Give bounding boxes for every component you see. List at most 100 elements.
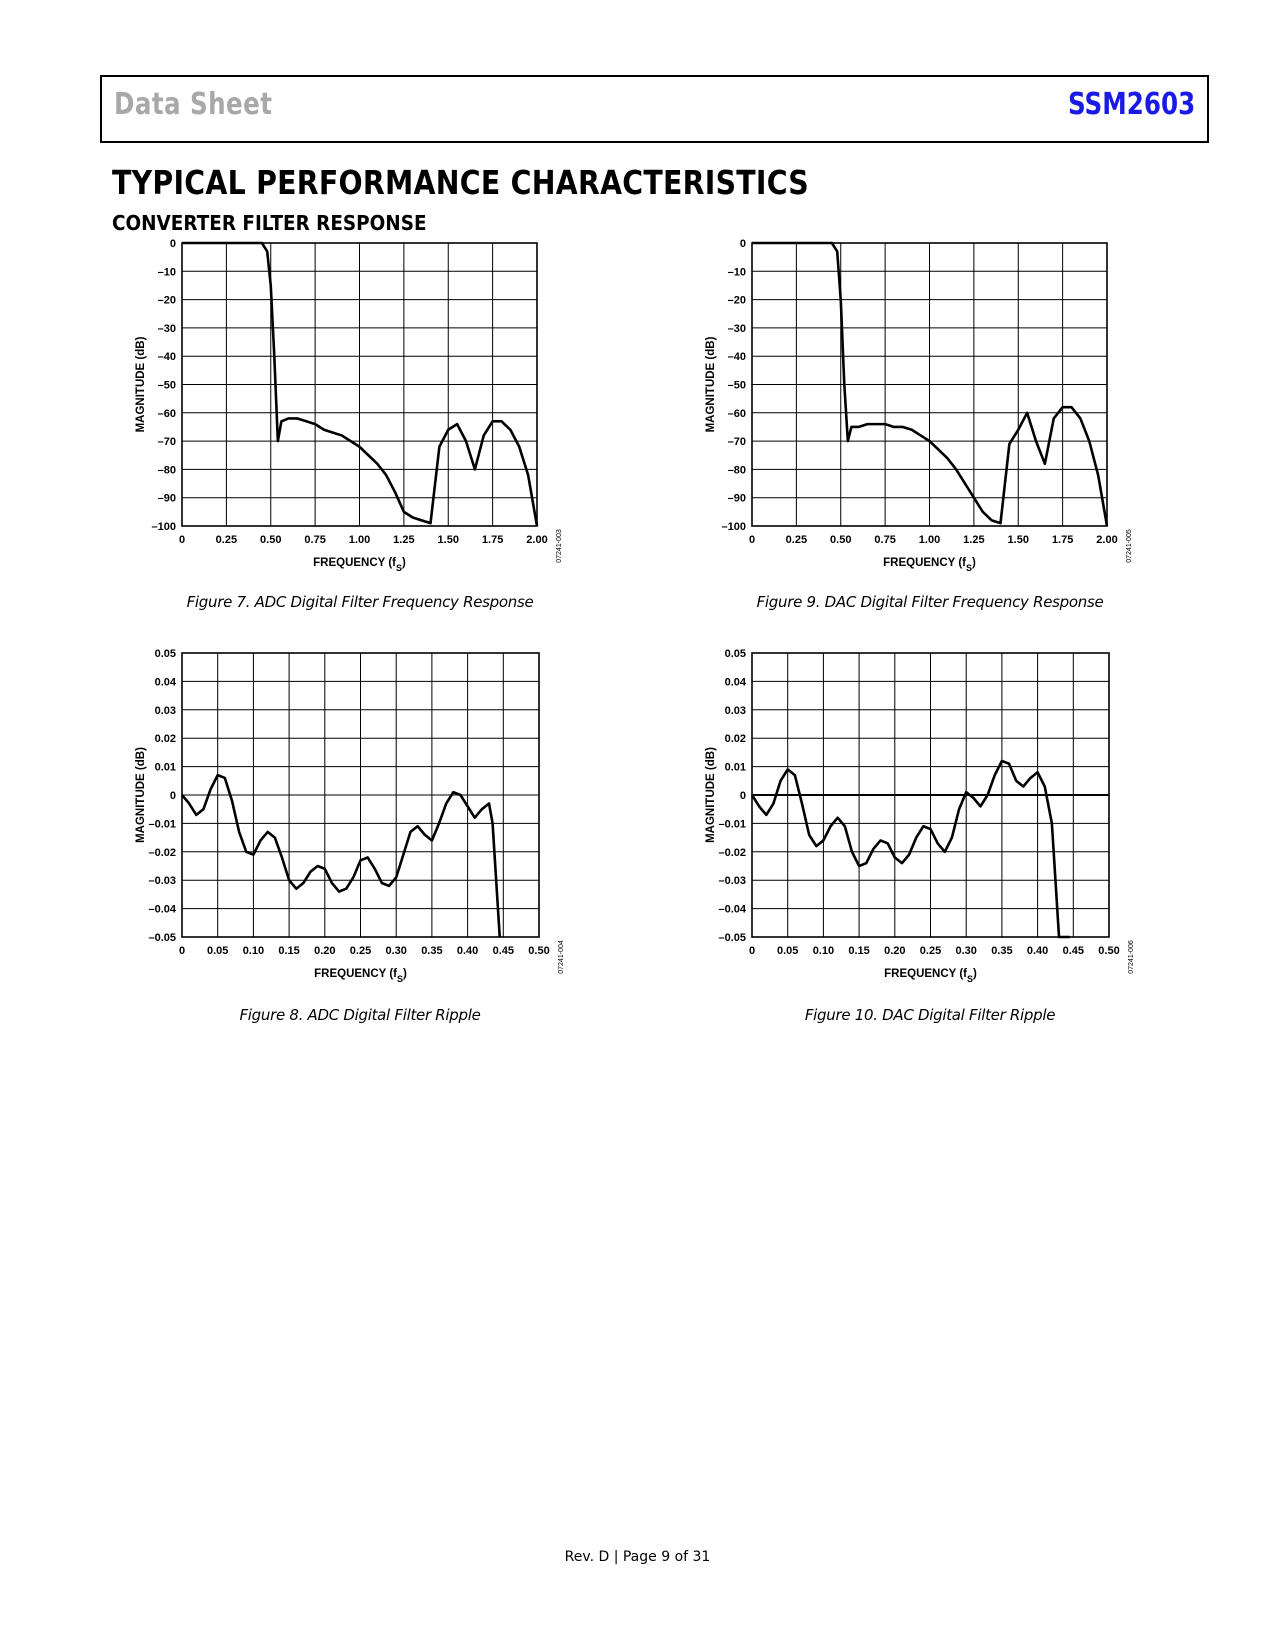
y-tick-label: 0 <box>170 238 176 250</box>
figure-code: 07241-003 <box>556 529 563 563</box>
y-tick-label: –90 <box>728 493 746 505</box>
x-axis-label-suffix: ) <box>972 557 976 569</box>
y-tick-label: –0.01 <box>148 818 176 830</box>
x-tick-label: 0.05 <box>207 945 228 957</box>
y-tick-label: –70 <box>728 436 746 448</box>
x-tick-label: 2.00 <box>526 534 547 546</box>
x-tick-label: 1.50 <box>1008 534 1029 546</box>
y-tick-label: 0.01 <box>725 762 746 774</box>
y-tick-label: –0.03 <box>148 875 176 887</box>
x-tick-label: 0.20 <box>884 945 905 957</box>
y-tick-label: 0 <box>740 238 746 250</box>
y-tick-label: –10 <box>728 266 746 278</box>
y-tick-label: –0.02 <box>718 847 746 859</box>
y-tick-label: 0 <box>740 790 746 802</box>
figure-caption: Figure 9. DAC Digital Filter Frequency R… <box>756 593 1104 611</box>
x-tick-label: 1.75 <box>482 534 503 546</box>
x-tick-label: 0.50 <box>830 534 851 546</box>
x-tick-label: 0 <box>749 534 755 546</box>
figure-dac-ripple: 0 0.05 0.10 0.15 0.20 0.25 0.30 0.35 0.40 0.45 0.5… <box>700 645 1200 1025</box>
x-axis-label: FREQUENCY (fS) <box>314 968 407 984</box>
y-tick-label: 0 <box>170 790 176 802</box>
plot-frame <box>751 242 1108 527</box>
x-tick-label: 1.00 <box>349 534 370 546</box>
x-axis-label-subscript: S <box>966 563 972 573</box>
figure-caption: Figure 10. DAC Digital Filter Ripple <box>804 1006 1056 1024</box>
y-tick-label: –0.01 <box>718 818 746 830</box>
y-tick-label: –10 <box>158 266 176 278</box>
x-tick-label: 0.30 <box>385 945 406 957</box>
y-tick-label: –80 <box>158 464 176 476</box>
chart-svg: 0 0.25 0.50 0.75 1.00 1.25 1.50 1.75 2.00 0 –10 –20… <box>705 238 1133 573</box>
x-axis-label-subscript: S <box>967 974 973 984</box>
x-tick-label: 0.30 <box>955 945 976 957</box>
header-part-number: SSM2603 <box>1067 87 1195 122</box>
y-tick-label: –80 <box>728 464 746 476</box>
x-tick-label: 0.45 <box>493 945 514 957</box>
series-line <box>182 241 539 527</box>
y-tick-label: 0.02 <box>155 733 176 745</box>
y-tick-label: 0.01 <box>155 762 176 774</box>
x-tick-label: 0.35 <box>421 945 442 957</box>
y-tick-label: 0.03 <box>155 705 176 717</box>
figure-caption: Figure 8. ADC Digital Filter Ripple <box>239 1006 481 1024</box>
y-axis-label: MAGNITUDE (dB) <box>705 747 717 843</box>
y-tick-label: –0.05 <box>718 932 746 944</box>
x-tick-label: 0 <box>749 945 755 957</box>
y-tick-label: –100 <box>722 521 746 533</box>
figure-code: 07241-005 <box>1126 529 1133 563</box>
x-tick-label: 1.00 <box>919 534 940 546</box>
y-tick-label: –0.03 <box>718 875 746 887</box>
figure-caption: Figure 7. ADC Digital Filter Frequency R… <box>186 593 534 611</box>
y-tick-label: 0.05 <box>155 648 176 660</box>
x-axis-label: FREQUENCY (fS) <box>883 557 976 573</box>
y-tick-label: 0.05 <box>725 648 746 660</box>
y-tick-label: 0.04 <box>725 676 747 688</box>
y-tick-label: –40 <box>728 351 746 363</box>
x-tick-label: 0.10 <box>813 945 834 957</box>
page-footer: Rev. D | Page 9 of 31 <box>564 1549 711 1565</box>
x-tick-label: 0.40 <box>1027 945 1048 957</box>
y-axis-label: MAGNITUDE (dB) <box>135 336 147 432</box>
x-tick-label: 1.50 <box>438 534 459 546</box>
x-tick-label: 0.20 <box>314 945 335 957</box>
series-line <box>181 773 502 938</box>
x-axis-label-suffix: ) <box>973 968 977 980</box>
x-tick-label: 0.50 <box>260 534 281 546</box>
x-tick-label: 1.25 <box>963 534 984 546</box>
x-tick-label: 2.00 <box>1096 534 1117 546</box>
page-title: TYPICAL PERFORMANCE CHARACTERISTICS <box>112 163 810 202</box>
series-line <box>750 759 1070 939</box>
x-tick-label: 0.75 <box>304 534 325 546</box>
x-tick-label: 1.25 <box>393 534 414 546</box>
figure-adc-frequency-response: 0 0.25 0.50 0.75 1.00 1.25 1.50 1.75 2.00 0 –10 –20… <box>130 235 630 615</box>
x-tick-label: 0.50 <box>528 945 549 957</box>
x-tick-label: 0 <box>179 945 185 957</box>
x-tick-label: 0 <box>179 534 185 546</box>
y-tick-label: –100 <box>152 521 176 533</box>
figure-dac-frequency-response: 0 0.25 0.50 0.75 1.00 1.25 1.50 1.75 2.00 0 –10 –20… <box>700 235 1200 615</box>
x-axis-label-suffix: ) <box>403 968 407 980</box>
x-axis-label-subscript: S <box>396 563 402 573</box>
y-tick-label: –50 <box>728 380 746 392</box>
x-axis-label-subscript: S <box>397 974 403 984</box>
y-tick-label: 0.02 <box>725 733 746 745</box>
chart-svg: 0 0.05 0.10 0.15 0.20 0.25 0.30 0.35 0.40 0.45 0.5… <box>705 648 1135 984</box>
chart-svg: 0 0.25 0.50 0.75 1.00 1.25 1.50 1.75 2.00 0 –10 –20… <box>135 238 563 573</box>
y-tick-label: –0.04 <box>718 904 746 916</box>
x-tick-label: 0.40 <box>457 945 478 957</box>
x-tick-label: 0.25 <box>216 534 237 546</box>
x-tick-label: 0.25 <box>920 945 941 957</box>
x-axis-label: FREQUENCY (fS) <box>884 968 977 984</box>
y-tick-label: 0.03 <box>725 705 746 717</box>
x-tick-label: 0.75 <box>874 534 895 546</box>
x-tick-label: 0.25 <box>350 945 371 957</box>
chart-svg: 0 0.05 0.10 0.15 0.20 0.25 0.30 0.35 0.40 0.45 0.5… <box>135 648 565 984</box>
y-axis-label: MAGNITUDE (dB) <box>135 747 147 843</box>
y-tick-label: –40 <box>158 351 176 363</box>
x-tick-label: 0.10 <box>243 945 264 957</box>
y-tick-label: –0.05 <box>148 932 176 944</box>
x-axis-label-suffix: ) <box>402 557 406 569</box>
y-tick-label: –90 <box>158 493 176 505</box>
y-tick-label: –30 <box>158 323 176 335</box>
